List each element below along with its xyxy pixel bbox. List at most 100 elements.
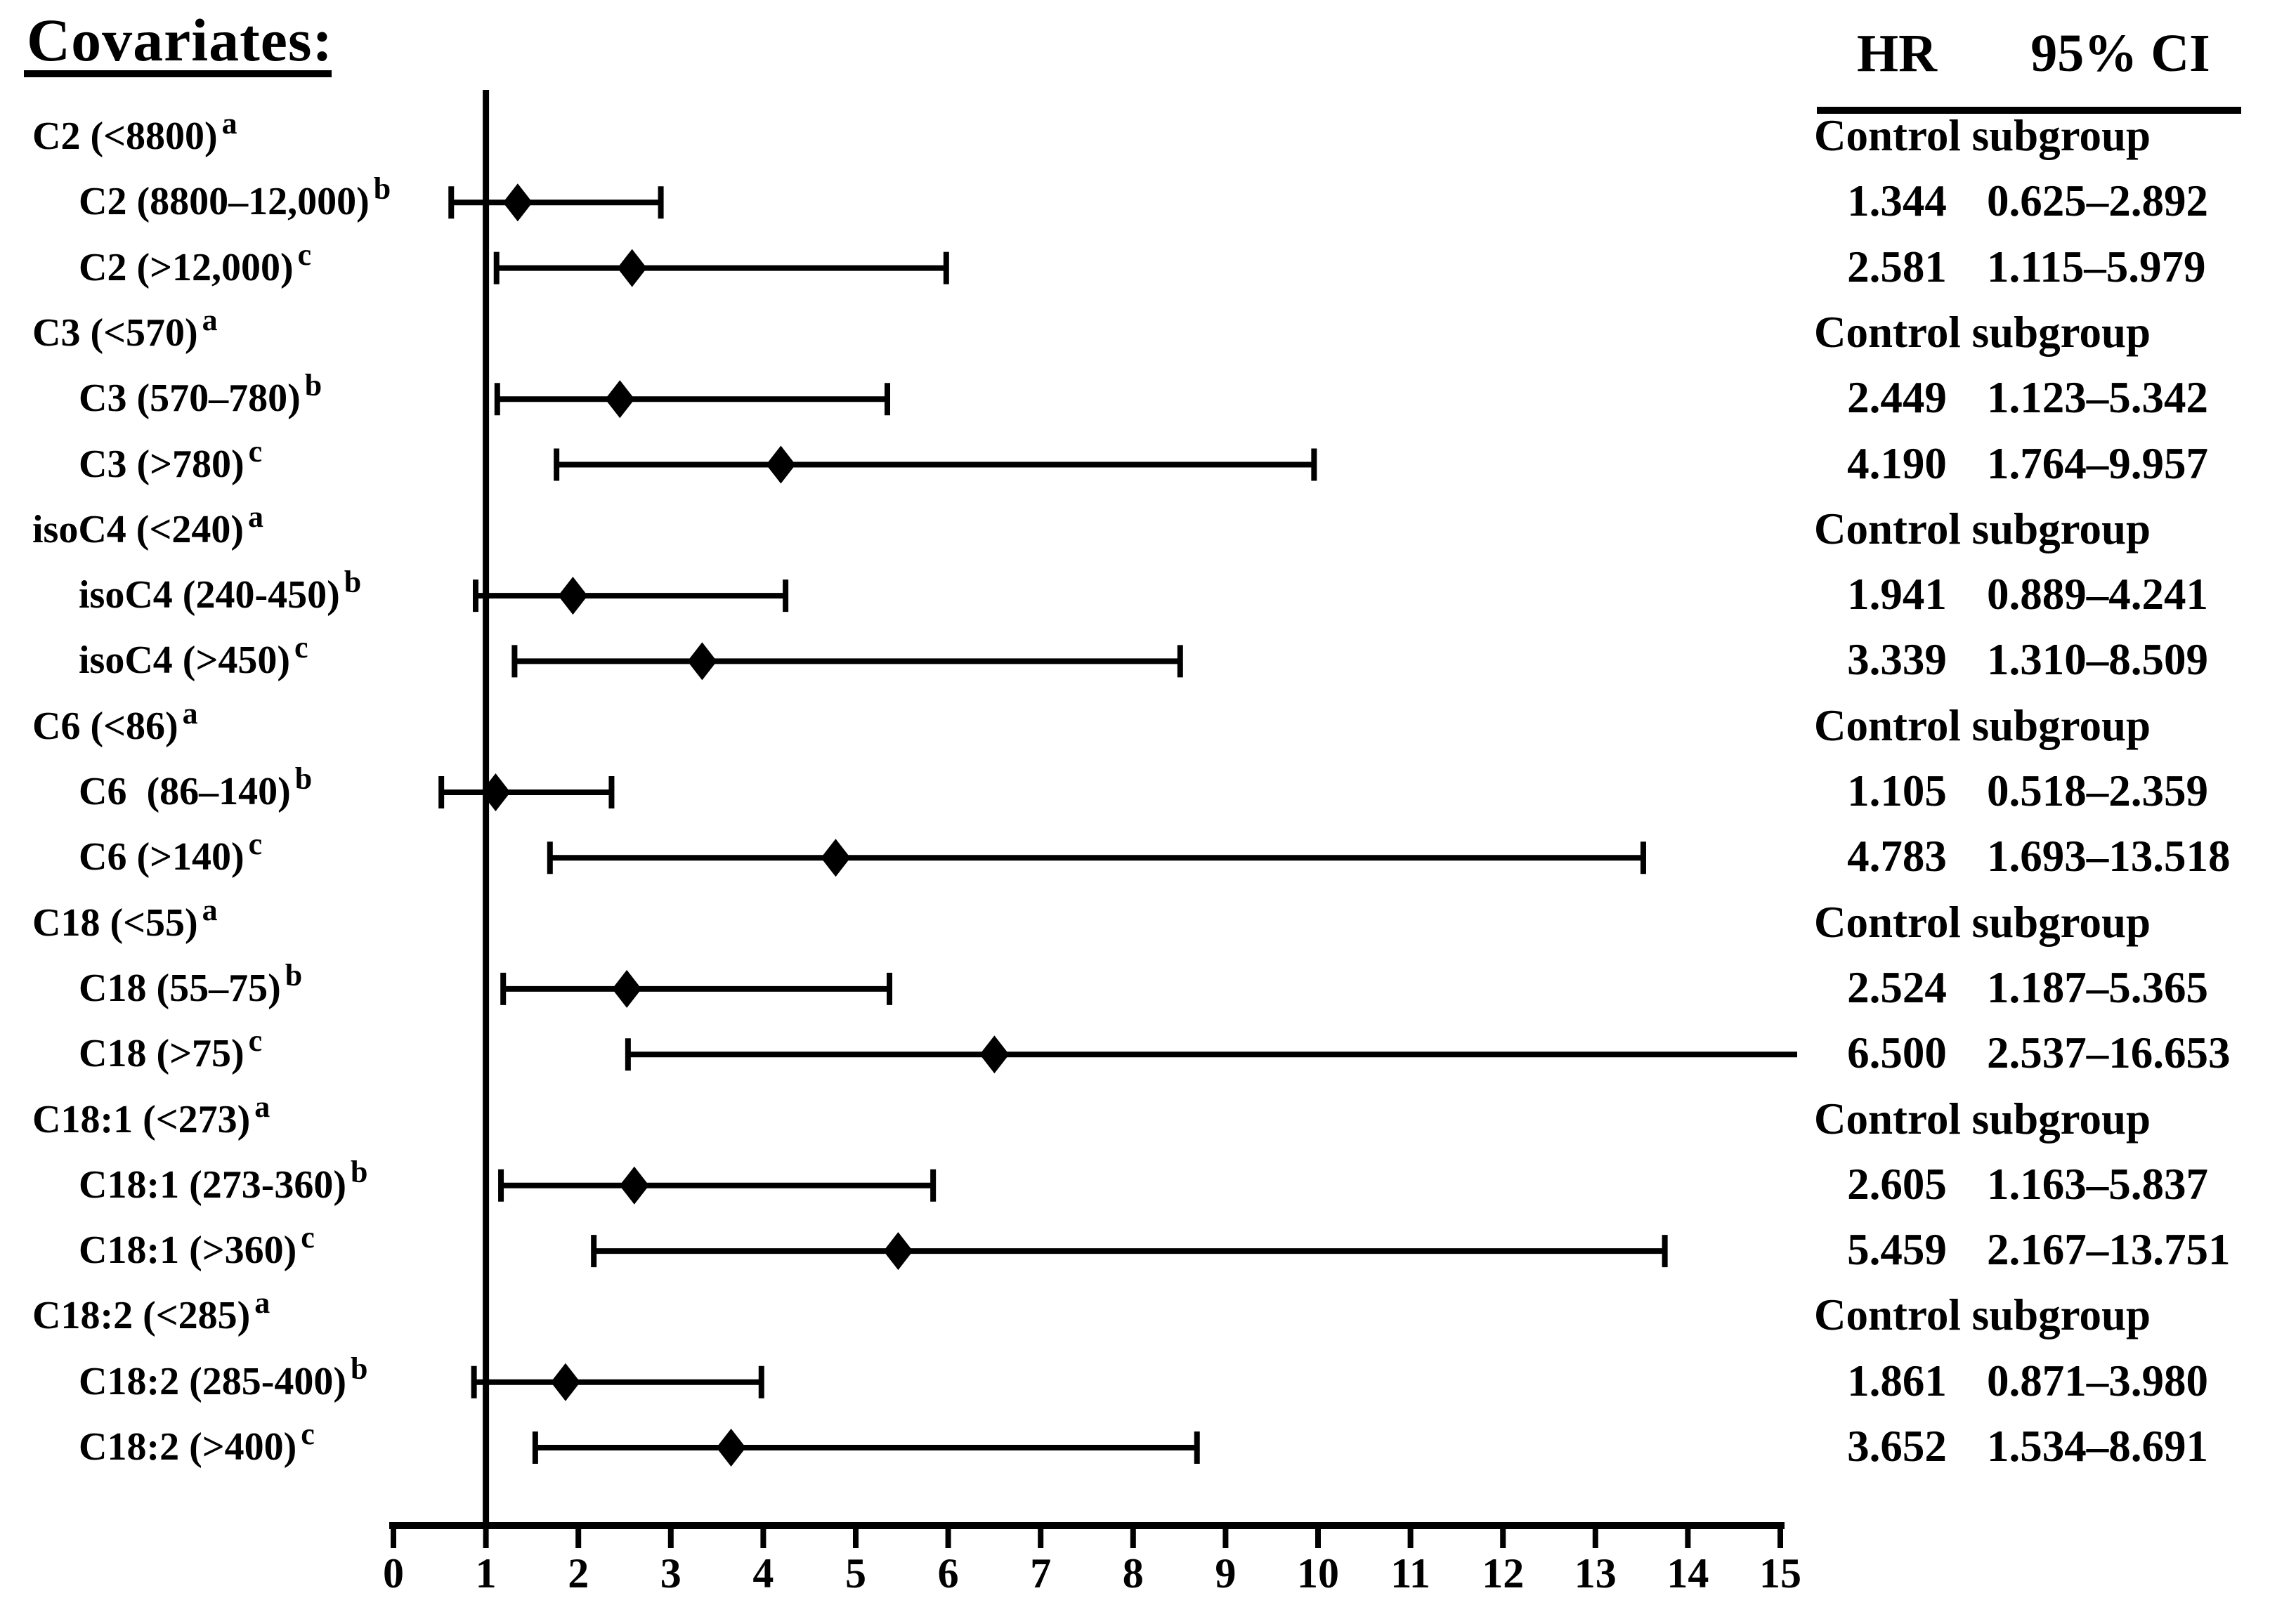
covariate-label: C3 (>780) c	[79, 435, 262, 486]
hr-diamond-marker	[716, 1429, 746, 1467]
hr-value: 4.190	[1847, 438, 1947, 488]
x-tick-label: 8	[1123, 1550, 1144, 1597]
covariate-label-text: C3 (>780)	[79, 442, 244, 486]
hr-value: 2.524	[1847, 963, 1947, 1013]
covariate-label: C6 (86–140) b	[79, 763, 312, 811]
covariate-label: C18:2 (<285) a	[32, 1287, 270, 1338]
hr-value: 2.605	[1847, 1160, 1947, 1210]
covariate-label: isoC4 (>450) c	[79, 632, 308, 681]
covariate-footnote-letter: a	[202, 892, 218, 927]
hr-diamond-marker	[883, 1232, 913, 1271]
hr-value: 3.652	[1847, 1422, 1947, 1472]
hr-diamond-marker	[766, 445, 796, 484]
covariate-label-text: C2 (8800–12,000)	[79, 180, 370, 224]
covariate-label: C6 (<86) a	[32, 697, 198, 748]
hr-diamond-marker	[612, 969, 642, 1008]
ci-value: 1.693–13.518	[1987, 832, 2231, 882]
x-tick-label: 4	[752, 1550, 774, 1597]
ci-value: 2.537–16.653	[1987, 1028, 2231, 1078]
covariate-label: C18 (<55) a	[32, 894, 218, 945]
covariate-footnote-letter: c	[301, 1416, 315, 1451]
control-subgroup-label: Control subgroup	[1814, 111, 2151, 161]
covariate-footnote-letter: c	[248, 1023, 263, 1059]
x-tick-label: 14	[1666, 1550, 1709, 1597]
hr-value: 3.339	[1847, 635, 1947, 685]
ci-value: 1.115–5.979	[1987, 242, 2206, 291]
covariate-footnote-letter: a	[248, 499, 263, 534]
hr-value: 2.449	[1847, 373, 1947, 423]
covariate-label-text: C18 (<55)	[32, 900, 198, 945]
covariate-label-text: C6 (>140)	[79, 835, 244, 879]
covariate-label-text: C18:2 (<285)	[32, 1294, 251, 1338]
covariate-footnote-letter: a	[221, 105, 237, 140]
ci-value: 2.167–13.751	[1987, 1225, 2231, 1275]
covariate-footnote-letter: a	[254, 1285, 270, 1321]
ci-value: 0.889–4.241	[1987, 570, 2208, 620]
covariate-footnote-letter: b	[344, 564, 362, 599]
covariate-footnote-letter: b	[304, 368, 322, 403]
covariate-label: isoC4 (<240) a	[32, 501, 263, 549]
hr-diamond-marker	[979, 1035, 1010, 1074]
covariate-footnote-letter: c	[297, 237, 312, 272]
covariate-footnote-letter: c	[248, 827, 263, 862]
covariate-footnote-letter: a	[182, 695, 198, 730]
hr-value: 1.941	[1847, 570, 1947, 620]
covariate-label-text: C18:2 (>400)	[79, 1424, 297, 1469]
covariate-footnote-letter: a	[202, 302, 218, 337]
covariates-title: Covariates:	[27, 6, 334, 74]
covariate-label: isoC4 (240-450) b	[79, 566, 361, 615]
covariate-footnote-letter: b	[285, 957, 303, 992]
hr-column-header: HR	[1857, 24, 1937, 83]
x-tick-label: 1	[476, 1550, 497, 1597]
x-tick-label: 9	[1215, 1550, 1236, 1597]
x-tick-label: 3	[660, 1550, 681, 1597]
hr-diamond-marker	[550, 1363, 580, 1401]
x-tick-label: 6	[938, 1550, 959, 1597]
covariate-footnote-letter: c	[301, 1219, 315, 1254]
ci-value: 0.518–2.359	[1987, 766, 2208, 816]
x-tick-label: 13	[1574, 1550, 1617, 1597]
covariate-label: C18:1 (273-360) b	[79, 1156, 368, 1205]
covariate-label: C2 (<8800) a	[32, 107, 237, 158]
covariate-label: C6 (>140) c	[79, 829, 262, 879]
covariate-label-text: C18:2 (285-400)	[79, 1359, 347, 1403]
hr-value: 1.861	[1847, 1356, 1947, 1405]
ci-value: 0.871–3.980	[1987, 1356, 2208, 1405]
covariate-label: C18:1 (<273) a	[32, 1091, 270, 1139]
hr-diamond-marker	[502, 183, 533, 222]
covariate-label: C3 (<570) a	[32, 304, 218, 353]
hr-diamond-marker	[481, 773, 511, 811]
x-tick-label: 10	[1297, 1550, 1339, 1597]
control-subgroup-label: Control subgroup	[1814, 1094, 2151, 1144]
covariate-label-text: C18 (>75)	[79, 1032, 244, 1076]
covariate-label: C18:1 (>360) c	[79, 1221, 315, 1270]
hr-value: 2.581	[1847, 242, 1947, 291]
covariate-label: C18:2 (>400) c	[79, 1418, 315, 1469]
hr-diamond-marker	[821, 839, 851, 877]
covariate-label-text: C2 (<8800)	[32, 114, 218, 158]
covariate-label: C18 (55–75) b	[79, 959, 302, 1010]
covariate-footnote-letter: b	[373, 171, 391, 207]
covariate-label-text: C3 (570–780)	[79, 376, 301, 421]
hr-diamond-marker	[619, 1166, 649, 1205]
hr-value: 5.459	[1847, 1225, 1947, 1275]
hr-value: 1.344	[1847, 176, 1947, 226]
covariate-label: C2 (8800–12,000) b	[79, 173, 391, 224]
header-underline	[1817, 107, 2241, 114]
hr-value: 6.500	[1847, 1028, 1947, 1078]
control-subgroup-label: Control subgroup	[1814, 700, 2151, 750]
covariate-footnote-letter: b	[294, 761, 313, 796]
covariate-label-text: C6 (<86)	[32, 704, 178, 748]
x-tick-label: 15	[1759, 1550, 1801, 1597]
covariate-label-text: C18 (55–75)	[79, 966, 281, 1010]
ci-value: 1.163–5.837	[1987, 1160, 2208, 1210]
x-tick-label: 11	[1390, 1550, 1430, 1597]
covariate-footnote-letter: b	[351, 1154, 368, 1189]
hr-diamond-marker	[558, 577, 588, 615]
ci-value: 1.534–8.691	[1987, 1422, 2208, 1472]
x-tick-label: 0	[383, 1550, 404, 1597]
ci-value: 1.123–5.342	[1987, 373, 2208, 423]
